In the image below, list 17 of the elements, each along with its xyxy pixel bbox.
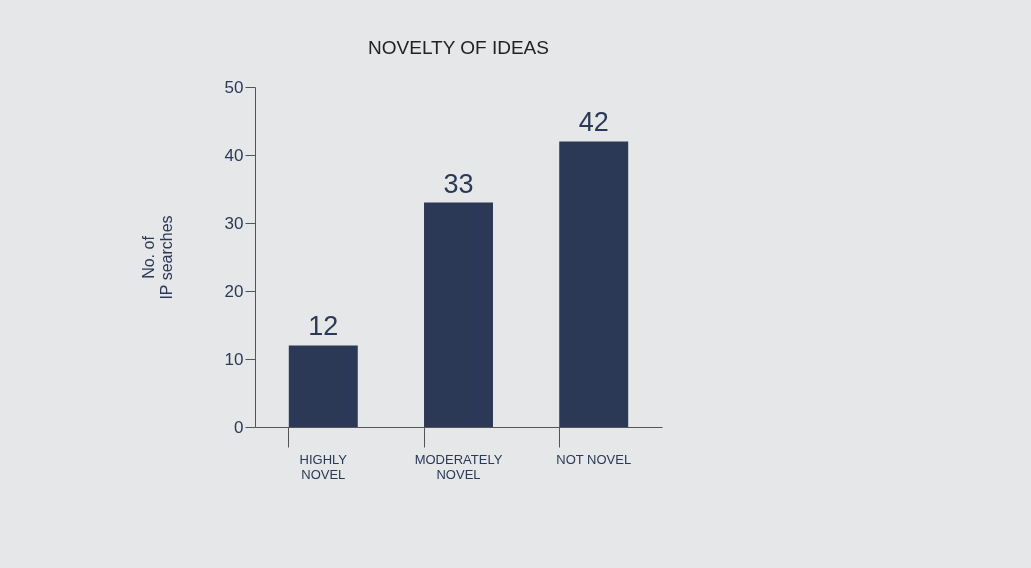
- chart-title: NOVELTY OF IDEAS: [368, 37, 549, 58]
- data-label: 12: [308, 311, 339, 342]
- x-tick-label: NOT NOVEL: [556, 451, 632, 467]
- x-tick-label: MODERATELY NOVEL: [414, 451, 503, 482]
- x-tick-label: HIGHLY NOVEL: [299, 451, 348, 482]
- bar: [288, 345, 358, 427]
- y-tick-label: 40: [224, 145, 244, 165]
- y-tick-label: 50: [224, 77, 244, 97]
- data-label: 42: [578, 107, 609, 138]
- y-axis-title: No. of IP searches: [139, 215, 175, 300]
- bar: [424, 202, 493, 427]
- y-tick-label: 20: [224, 281, 244, 301]
- bar: [559, 141, 629, 427]
- y-tick-label: 10: [224, 349, 244, 369]
- y-tick-label: 30: [224, 213, 244, 233]
- y-tick-label: 0: [234, 417, 244, 437]
- data-label: 33: [443, 168, 474, 199]
